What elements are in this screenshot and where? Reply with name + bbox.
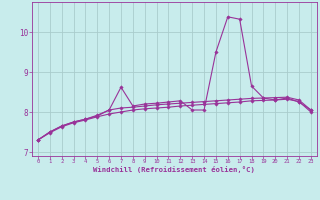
X-axis label: Windchill (Refroidissement éolien,°C): Windchill (Refroidissement éolien,°C) <box>93 166 255 173</box>
